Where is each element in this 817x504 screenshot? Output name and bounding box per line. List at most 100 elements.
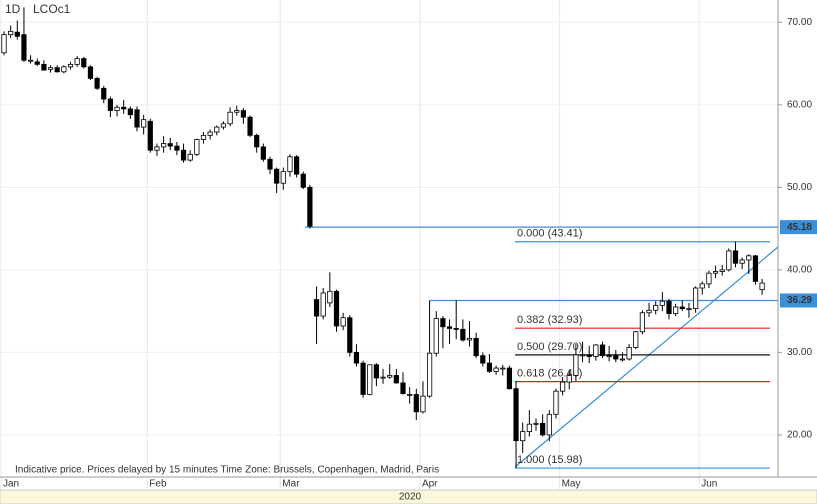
candle-body <box>347 317 353 353</box>
candle-body <box>101 87 107 100</box>
candle-body <box>659 300 665 306</box>
candle-body <box>267 158 273 170</box>
year-label: 2020 <box>399 492 422 503</box>
x-tick-label: Feb <box>149 479 167 490</box>
price-flag <box>780 293 817 308</box>
candle-body <box>194 139 200 155</box>
trend-line <box>514 246 779 468</box>
candle-body <box>619 358 626 361</box>
candle-body <box>227 111 233 125</box>
y-tick-label: 30.00 <box>787 347 812 358</box>
candle-body <box>154 146 160 151</box>
candle-body <box>666 300 672 314</box>
candle-body <box>94 77 100 89</box>
candle-body <box>87 66 94 79</box>
x-tick-label: Jun <box>701 479 717 490</box>
candle-body <box>746 255 752 261</box>
candle-body <box>254 134 260 148</box>
candle-body <box>74 58 80 65</box>
candle-body <box>440 318 446 328</box>
x-tick-label: Mar <box>282 479 300 490</box>
candle-body <box>1 34 7 54</box>
candle-body <box>693 287 699 310</box>
candle-body <box>274 168 280 184</box>
y-tick-label: 50.00 <box>787 182 812 193</box>
candle-body <box>247 116 253 136</box>
candle-body <box>340 317 346 327</box>
candle-body <box>200 134 207 140</box>
grid <box>0 0 778 490</box>
candle-body <box>234 110 240 113</box>
candle-body <box>686 308 692 311</box>
candle-body <box>240 110 246 118</box>
candle-body <box>114 106 120 111</box>
candle-body <box>573 354 579 376</box>
candle-body <box>387 375 393 378</box>
candle-body <box>14 31 20 37</box>
candle-body <box>373 364 380 379</box>
candle-body <box>599 344 606 357</box>
candle-body <box>546 413 552 436</box>
candle-body <box>134 109 140 128</box>
price-flag <box>780 220 817 235</box>
candle-body <box>380 376 386 379</box>
y-tick-label: 40.00 <box>787 265 812 276</box>
price-flag-label: 36.29 <box>787 295 812 306</box>
candle-body <box>513 388 519 442</box>
candle-body <box>626 347 632 360</box>
candle-body <box>433 318 439 354</box>
interval-label: 1D <box>5 2 21 16</box>
y-tick-label: 70.00 <box>787 17 812 28</box>
candle-body <box>726 250 732 271</box>
candle-body <box>127 108 133 116</box>
candle-body <box>400 382 406 395</box>
candle-body <box>47 67 54 70</box>
candle-body <box>579 354 586 357</box>
candle-body <box>413 394 419 413</box>
candle-body <box>506 367 513 390</box>
fib-label: 0.618 (26.46) <box>517 368 582 380</box>
x-tick-label: May <box>562 479 581 490</box>
candle-body <box>287 156 293 173</box>
candle-body <box>54 67 60 73</box>
candle-body <box>313 299 320 317</box>
candle-body <box>653 304 659 311</box>
candle-body <box>300 173 306 188</box>
candle-body <box>420 395 426 413</box>
candle-body <box>327 290 333 304</box>
candle-body <box>333 290 340 327</box>
candle-body <box>453 328 459 330</box>
candle-body <box>174 145 180 151</box>
candle-body <box>533 422 539 425</box>
candle-body <box>407 394 413 396</box>
candle-body <box>107 98 113 111</box>
candle-body <box>67 63 74 68</box>
fib-label: 0.000 (43.41) <box>517 228 582 240</box>
candle-body <box>260 146 266 160</box>
candle-body <box>367 364 373 395</box>
candle-body <box>673 306 679 314</box>
candle-body <box>220 123 227 128</box>
candle-body <box>719 269 725 272</box>
candle-body <box>593 344 599 357</box>
candle-body <box>560 381 566 392</box>
candle-body <box>307 186 313 227</box>
candle-body <box>320 292 326 317</box>
candle-body <box>27 59 34 62</box>
candle-body <box>646 309 652 314</box>
candle-body <box>147 120 153 151</box>
candle-body <box>393 375 399 384</box>
candle-body <box>566 375 572 383</box>
year-strip <box>0 489 817 504</box>
candle-body <box>473 337 479 357</box>
footnote: Indicative price. Prices delayed by 15 m… <box>15 465 439 476</box>
candle-body <box>360 362 366 395</box>
ticker-label: LCOc1 <box>33 2 71 16</box>
candle-body <box>540 422 546 436</box>
candle-body <box>732 250 739 264</box>
candle-body <box>187 153 193 161</box>
candle-body <box>353 351 360 364</box>
candle-body <box>752 255 759 282</box>
candle-body <box>739 259 745 264</box>
